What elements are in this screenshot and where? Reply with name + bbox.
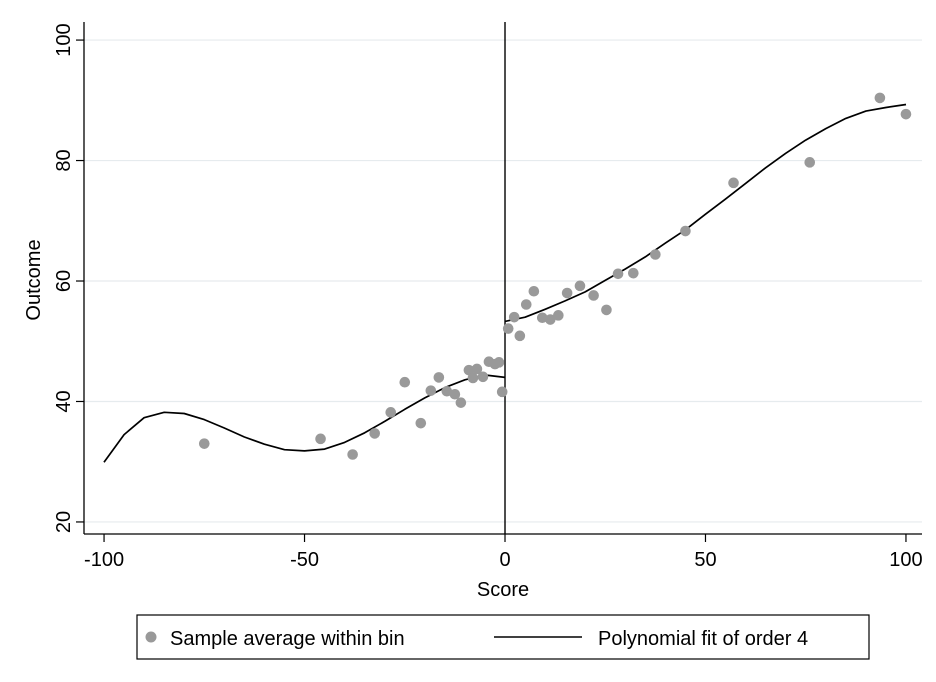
legend-label-line: Polynomial fit of order 4: [598, 628, 808, 650]
y-tick-label: 80: [53, 149, 75, 171]
data-point: [385, 407, 397, 418]
data-point: [612, 268, 624, 280]
data-point: [471, 363, 483, 375]
data-point: [588, 290, 599, 301]
data-point: [561, 287, 573, 299]
data-point: [804, 157, 816, 168]
fit-lines: [103, 103, 907, 463]
data-point: [628, 267, 639, 279]
data-point: [528, 285, 540, 297]
axes: 20 40 60 80 100 -100 -50 0 50 100: [53, 22, 923, 571]
legend-label-scatter: Sample average within bin: [170, 628, 405, 650]
data-point: [874, 92, 886, 104]
legend-scatter-marker: [145, 631, 157, 643]
data-point: [433, 372, 445, 383]
y-tick-label: 100: [53, 23, 75, 56]
fit-line-segment: [504, 103, 907, 323]
y-axis-title: Outcome: [23, 239, 45, 320]
data-point: [493, 357, 505, 368]
data-point: [553, 310, 564, 321]
data-point: [502, 323, 514, 334]
data-point: [680, 225, 691, 237]
data-point: [514, 330, 526, 342]
data-point: [399, 376, 411, 388]
data-point: [369, 428, 380, 439]
data-point: [496, 386, 508, 398]
y-tick-label: 40: [53, 390, 75, 412]
data-point: [455, 397, 467, 408]
x-tick-label: -100: [84, 549, 124, 571]
x-tick-label: 100: [889, 549, 922, 571]
data-point: [650, 249, 661, 260]
y-tick-label: 20: [53, 511, 75, 533]
data-point: [315, 433, 326, 445]
y-tick-label: 60: [53, 270, 75, 292]
data-point: [477, 371, 489, 383]
data-point: [574, 280, 586, 292]
data-point: [415, 417, 427, 429]
gridlines: [84, 39, 922, 523]
x-tick-label: 0: [499, 549, 510, 571]
data-point: [520, 299, 532, 310]
data-point: [601, 304, 612, 316]
x-tick-label: -50: [290, 549, 319, 571]
data-point: [463, 364, 475, 376]
legend: Sample average within bin Polynomial fit…: [136, 614, 870, 660]
data-point: [900, 108, 912, 120]
data-point: [536, 312, 548, 324]
data-point: [728, 177, 739, 189]
data-point: [425, 385, 437, 396]
data-point: [467, 372, 479, 384]
data-point: [198, 438, 210, 449]
data-point: [449, 388, 461, 400]
data-point: [545, 314, 556, 325]
x-axis-title: Score: [477, 579, 529, 601]
data-point: [347, 449, 358, 460]
data-point: [508, 311, 520, 323]
x-tick-label: 50: [694, 549, 716, 571]
scatter-points: [198, 92, 912, 460]
data-point: [441, 385, 453, 397]
fit-line-segment: [103, 374, 506, 463]
